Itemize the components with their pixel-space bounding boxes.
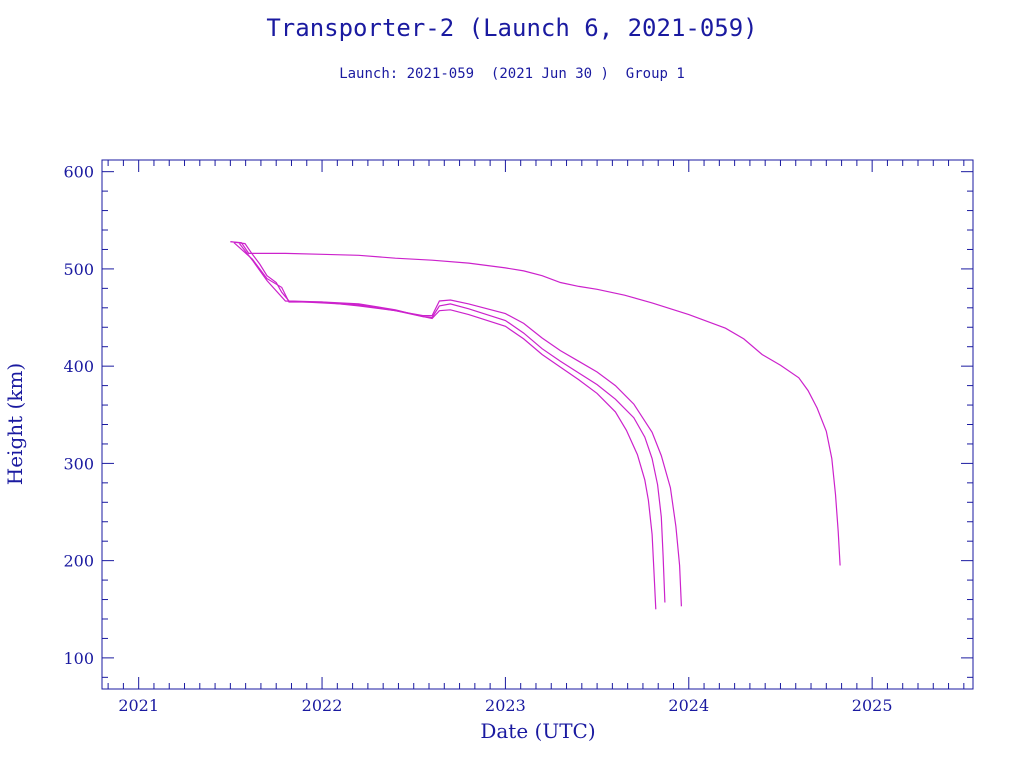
chart-subtitle: Launch: 2021-059 (2021 Jun 30 ) Group 1 (339, 66, 685, 82)
x-axis-label: Date (UTC) (480, 719, 595, 743)
x-tick-label: 2025 (852, 696, 893, 715)
y-tick-label: 200 (63, 552, 94, 571)
x-tick-label: 2024 (668, 696, 709, 715)
series-line-2 (230, 241, 657, 610)
y-tick-label: 100 (63, 649, 94, 668)
chart-title: Transporter-2 (Launch 6, 2021-059) (266, 14, 758, 42)
series-line-1 (230, 241, 841, 566)
x-tick-label: 2021 (118, 696, 159, 715)
series-line-4 (239, 243, 682, 607)
series-line-3 (233, 242, 666, 603)
x-tick-label: 2023 (485, 696, 526, 715)
plot-frame (101, 159, 974, 690)
y-tick-label: 500 (63, 260, 94, 279)
x-tick-label: 2022 (302, 696, 343, 715)
y-tick-label: 600 (63, 163, 94, 182)
y-tick-label: 400 (63, 357, 94, 376)
y-axis-label: Height (km) (3, 363, 27, 485)
y-tick-label: 300 (63, 454, 94, 473)
